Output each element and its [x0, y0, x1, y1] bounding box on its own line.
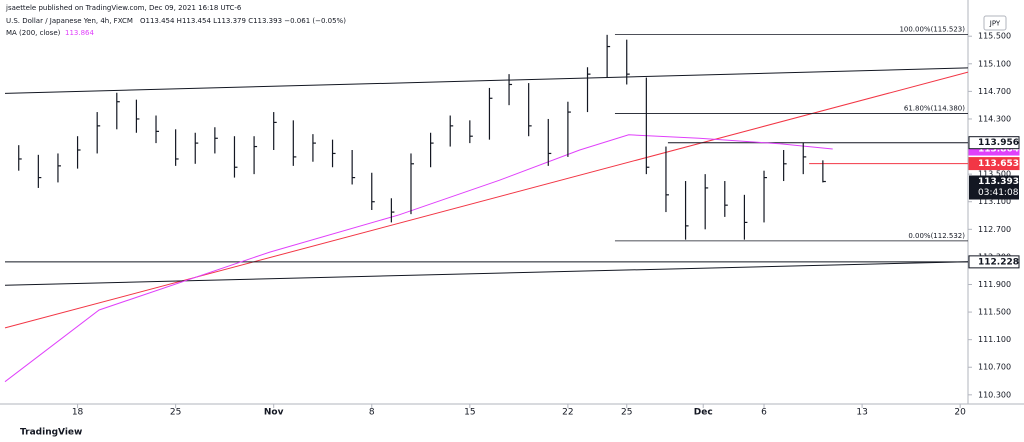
level-box — [968, 157, 1020, 171]
indicator-label: 113.864 — [978, 145, 1019, 155]
ohlc-legend: O113.454 H113.454 L113.379 C113.393 −0.0… — [140, 17, 346, 25]
x-tick-label: 18 — [72, 408, 84, 418]
y-tick-label: 111.900 — [978, 280, 1011, 289]
x-tick-label: Nov — [264, 408, 284, 418]
y-tick-label: 111.500 — [978, 308, 1011, 317]
y-tick-label: 110.300 — [978, 390, 1011, 399]
trendline — [4, 261, 969, 286]
y-tick-label: 113.500 — [978, 170, 1011, 179]
level-label: 113.956 — [978, 138, 1019, 148]
moving-average — [4, 134, 833, 383]
y-tick-label: 115.100 — [978, 59, 1011, 68]
last-price-label: 113.393 — [978, 177, 1019, 187]
y-tick-label: 115.500 — [978, 32, 1011, 41]
symbol: U.S. Dollar / Japanese Yen, 4h, FXCM — [6, 17, 133, 25]
indicator-value: 113.864 — [65, 29, 94, 37]
last-price-box — [969, 175, 1019, 200]
x-tick-label: 25 — [170, 408, 181, 418]
y-tick-label: 110.700 — [978, 363, 1011, 372]
x-tick-label: 6 — [761, 408, 767, 418]
x-tick-label: 13 — [856, 408, 867, 418]
x-tick-label: 25 — [621, 408, 632, 418]
axis: 110.300110.700111.100111.500111.900112.3… — [72, 32, 1020, 418]
level-label: 112.228 — [978, 257, 1019, 267]
indicator-name: MA (200, close) — [6, 29, 61, 37]
y-tick-label: 114.300 — [978, 114, 1011, 123]
fib-label: 61.80%(114.380) — [904, 104, 965, 112]
level-box — [968, 255, 1020, 269]
trendline — [4, 71, 969, 329]
publisher: jsaettele published on TradingView.com, … — [5, 4, 242, 12]
currency: JPY — [989, 20, 1001, 28]
plot: 100.00%(115.523) 61.80%(114.380) 0.00%(112… — [4, 26, 969, 383]
y-tick-label: 111.100 — [978, 335, 1011, 344]
trendline — [4, 67, 969, 94]
y-tick-label: 113.100 — [978, 197, 1011, 206]
level-box — [968, 136, 1020, 150]
x-tick-label: Dec — [694, 408, 713, 418]
currency-box — [983, 15, 1007, 31]
y-tick-label: 112.700 — [978, 225, 1011, 234]
level-label: 113.653 — [978, 159, 1019, 169]
countdown: 03:41:08 — [978, 188, 1019, 198]
fib-label: 100.00%(115.523) — [899, 26, 965, 34]
x-tick-label: 20 — [954, 408, 966, 418]
fib-label: 0.00%(112.532) — [908, 232, 965, 240]
x-tick-label: 15 — [464, 408, 475, 418]
x-tick-label: 22 — [562, 408, 573, 418]
x-tick-label: 8 — [369, 408, 375, 418]
y-tick-label: 114.700 — [978, 87, 1011, 96]
brand: TradingView — [20, 428, 82, 438]
